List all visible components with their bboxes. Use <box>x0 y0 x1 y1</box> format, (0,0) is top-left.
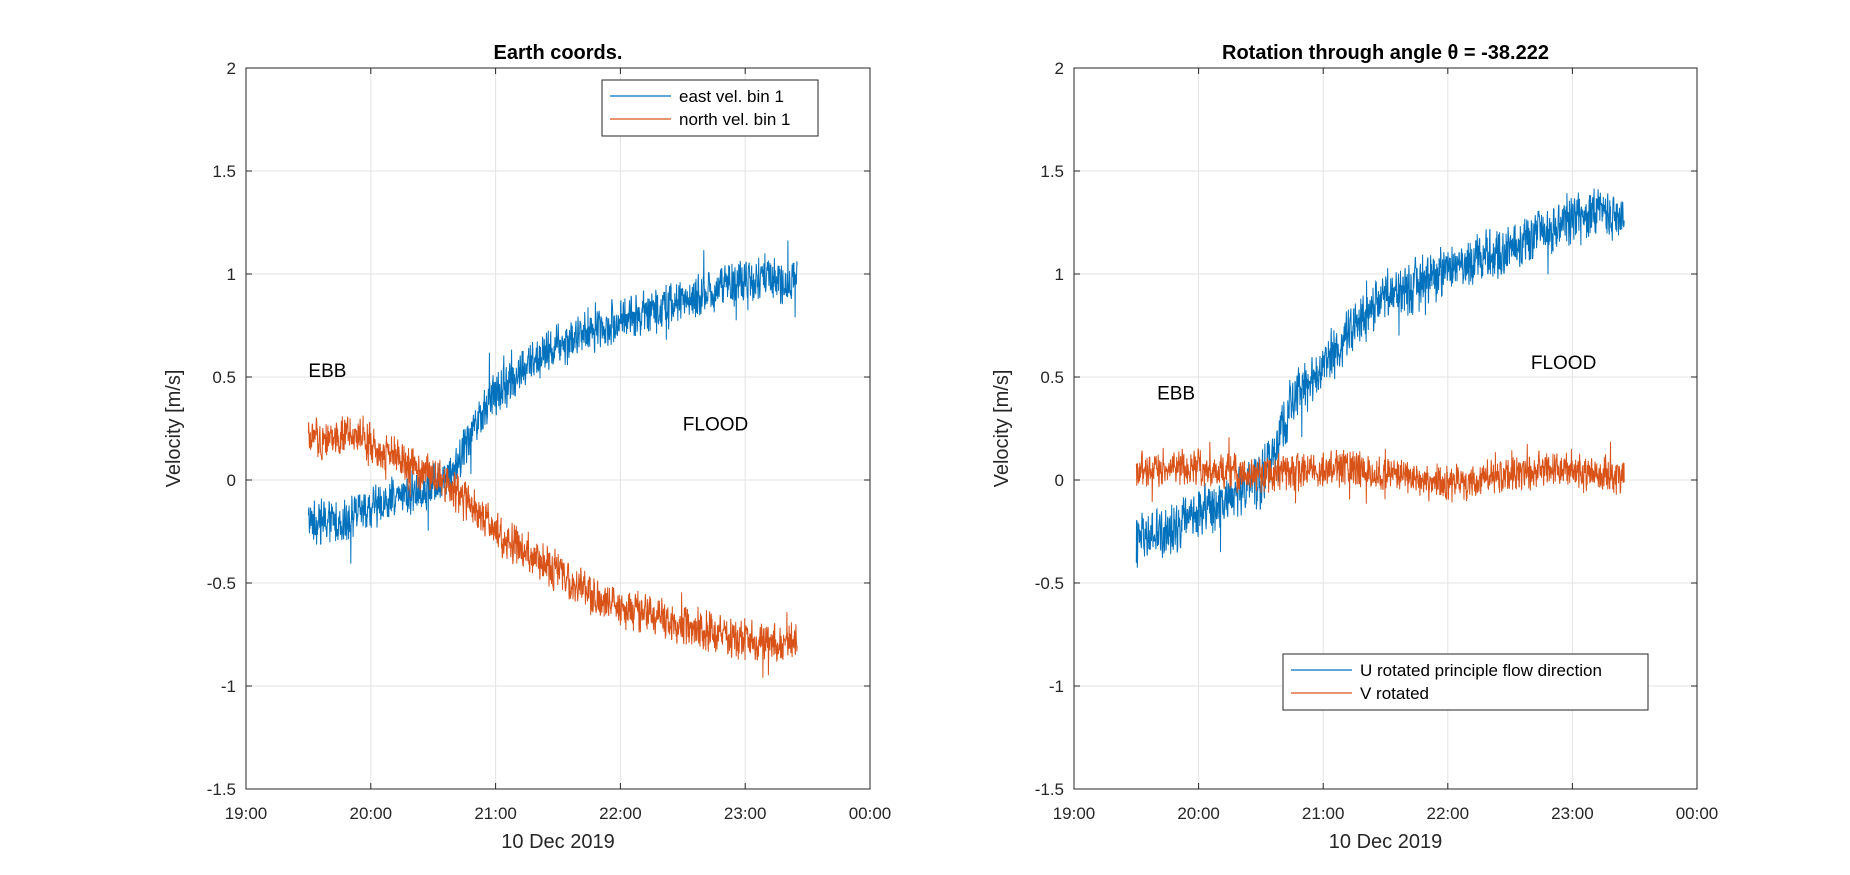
y-tick-label: 1.5 <box>212 162 236 181</box>
annotation-flood: FLOOD <box>683 415 748 436</box>
series-lines <box>307 240 798 678</box>
y-tick-labels: -1.5 -1 -0.5 0 0.5 1 1.5 2 <box>207 59 236 799</box>
y-axis-label: Velocity [m/s] <box>163 370 185 488</box>
x-tick-label: 22:00 <box>1427 804 1470 823</box>
legend-entry-u: U rotated principle flow direction <box>1360 661 1602 680</box>
x-tick-label: 23:00 <box>724 804 767 823</box>
x-tick-labels: 19:00 20:00 21:00 22:00 23:00 00:00 <box>225 804 892 823</box>
legend-box <box>601 79 819 137</box>
chart-title: Rotation through angle θ = -38.222 <box>1222 42 1549 64</box>
x-tick-label: 00:00 <box>1676 804 1719 823</box>
legend: U rotated principle flow direction V rot… <box>1282 653 1649 711</box>
y-tick-label: 1 <box>1055 265 1064 284</box>
legend-entry-v: V rotated <box>1360 684 1429 703</box>
series-lines <box>1135 188 1625 568</box>
x-axis-label: 10 Dec 2019 <box>501 831 614 853</box>
y-tick-label: 2 <box>1055 59 1064 78</box>
y-tick-label: -1.5 <box>1035 780 1064 799</box>
series-line-1 <box>1135 188 1625 568</box>
axes-box <box>1073 67 1698 790</box>
y-axis-label: Velocity [m/s] <box>991 370 1013 488</box>
series-line-2 <box>1135 437 1625 504</box>
y-tick-label: -1 <box>1049 677 1064 696</box>
axes-rotated: -1.5 -1 -0.5 0 0.5 1 1.5 2 19:00 20:00 21:00 22:00… <box>991 42 1718 853</box>
tick-marks <box>245 67 871 790</box>
y-tick-label: 0.5 <box>212 368 236 387</box>
x-tick-label: 21:00 <box>1302 804 1345 823</box>
axes-box <box>245 67 871 790</box>
y-tick-label: 0 <box>1055 471 1064 490</box>
y-tick-label: 0 <box>227 471 236 490</box>
x-tick-label: 20:00 <box>1177 804 1220 823</box>
x-tick-label: 23:00 <box>1551 804 1594 823</box>
x-axis-label: 10 Dec 2019 <box>1329 831 1442 853</box>
legend-entry-north: north vel. bin 1 <box>679 110 791 129</box>
legend-box <box>1282 653 1649 711</box>
y-tick-label: -0.5 <box>207 574 236 593</box>
y-tick-label: 1.5 <box>1040 162 1064 181</box>
series-line-2 <box>307 415 798 678</box>
annotation-flood: FLOOD <box>1531 353 1596 374</box>
x-tick-label: 22:00 <box>599 804 642 823</box>
x-tick-label: 00:00 <box>849 804 892 823</box>
y-tick-label: 0.5 <box>1040 368 1064 387</box>
y-tick-labels: -1.5 -1 -0.5 0 0.5 1 1.5 2 <box>1035 59 1064 799</box>
y-tick-label: -1.5 <box>207 780 236 799</box>
annotation-ebb: EBB <box>308 361 346 382</box>
annotation-ebb: EBB <box>1157 384 1195 405</box>
series-line-1 <box>307 240 798 564</box>
y-tick-label: 2 <box>227 59 236 78</box>
axes-earth-coords: -1.5 -1 -0.5 0 0.5 1 1.5 2 19:00 20:00 21:00 22:00… <box>163 42 891 853</box>
y-tick-label: 1 <box>227 265 236 284</box>
x-tick-label: 19:00 <box>225 804 268 823</box>
x-tick-label: 19:00 <box>1053 804 1096 823</box>
y-tick-label: -1 <box>221 677 236 696</box>
y-tick-label: -0.5 <box>1035 574 1064 593</box>
x-tick-labels: 19:00 20:00 21:00 22:00 23:00 00:00 <box>1053 804 1719 823</box>
legend-entry-east: east vel. bin 1 <box>679 87 784 106</box>
x-tick-label: 21:00 <box>474 804 517 823</box>
chart-title: Earth coords. <box>494 42 623 64</box>
legend: east vel. bin 1 north vel. bin 1 <box>601 79 819 137</box>
x-tick-label: 20:00 <box>350 804 393 823</box>
tick-marks <box>1073 67 1698 790</box>
